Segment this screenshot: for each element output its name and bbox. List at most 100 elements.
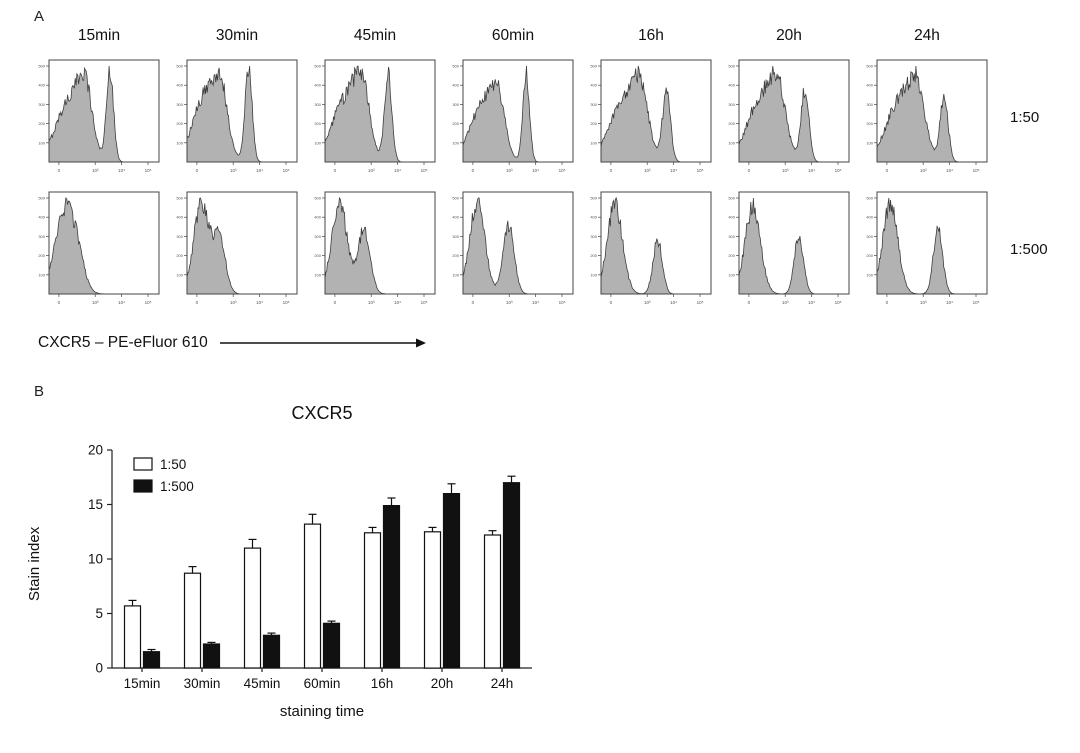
- panel-b-label: B: [34, 383, 45, 400]
- y-tick-label: 15: [88, 497, 103, 512]
- y-tick-label: 200: [38, 121, 45, 126]
- column-header-60min: 60min: [491, 27, 535, 44]
- y-tick-label: 300: [866, 102, 873, 107]
- x-tick-label: 0: [472, 168, 475, 173]
- x-tick-label: 0: [196, 300, 199, 305]
- y-tick-label: 500: [590, 64, 597, 69]
- y-tick-label: 300: [314, 102, 321, 107]
- bar-chart-title: CXCR5: [291, 403, 353, 423]
- x-tick-label: 10⁵: [697, 168, 704, 173]
- plot-frame: [324, 59, 436, 163]
- y-tick-label: 100: [314, 272, 321, 277]
- y-tick-label: 200: [590, 121, 597, 126]
- plot-frame: [48, 59, 160, 163]
- column-header-30min: 30min: [215, 27, 259, 44]
- y-tick-label: 20: [88, 443, 103, 458]
- y-tick-label: 500: [452, 64, 459, 69]
- plot-frame: [462, 191, 574, 295]
- histogram-45min-1to50: 100 200 300 400 500 0 10³ 10⁴ 10⁵: [310, 56, 448, 178]
- y-tick-label: 100: [728, 140, 735, 145]
- y-tick-label: 100: [38, 272, 45, 277]
- plot-frame: [600, 59, 712, 163]
- y-tick-label: 100: [590, 140, 597, 145]
- x-tick-label: 10³: [92, 168, 99, 173]
- bar-chart: 0 5 10 15 20 15min 30min 45min 60min 16h 20h 24h 1:5…: [50, 432, 550, 732]
- y-tick-label: 100: [728, 272, 735, 277]
- x-tick-label: 10⁴: [808, 168, 815, 173]
- x-tick-label: 0: [334, 168, 337, 173]
- y-tick-label: 10: [88, 552, 103, 567]
- bar-chart-x-axis-label: staining time: [280, 703, 364, 720]
- y-tick-label: 500: [866, 196, 873, 201]
- histogram-x-axis-label: CXCR5 – PE-eFluor 610: [38, 334, 208, 351]
- x-tick-label: 10⁵: [973, 300, 980, 305]
- column-header-24h: 24h: [914, 27, 940, 44]
- y-tick-label: 400: [728, 215, 735, 220]
- flow-histogram-plot: 100 200 300 400 500 0 10³ 10⁴ 10⁵: [728, 59, 850, 173]
- x-tick-label: 10⁵: [835, 168, 842, 173]
- y-tick-label: 100: [314, 140, 321, 145]
- category-label: 45min: [244, 676, 281, 691]
- legend-label: 1:500: [160, 479, 194, 494]
- legend-label: 1:50: [160, 457, 186, 472]
- x-tick-label: 10⁴: [118, 300, 125, 305]
- y-tick-label: 300: [176, 102, 183, 107]
- category-label: 60min: [304, 676, 341, 691]
- x-tick-label: 0: [886, 300, 889, 305]
- histogram-15min-1to50: 100 200 300 400 500 0 10³ 10⁴ 10⁵: [34, 56, 172, 178]
- x-tick-label: 0: [58, 300, 61, 305]
- x-tick-label: 10⁵: [559, 168, 566, 173]
- x-tick-label: 10⁴: [256, 168, 263, 173]
- y-tick-label: 5: [95, 606, 103, 621]
- x-tick-label: 10³: [782, 168, 789, 173]
- y-tick-label: 500: [314, 64, 321, 69]
- y-tick-label: 100: [590, 272, 597, 277]
- legend-swatch-1to50: [133, 457, 153, 471]
- y-tick-label: 200: [728, 121, 735, 126]
- x-tick-label: 10³: [368, 300, 375, 305]
- histogram-15min-1to500: 100 200 300 400 500 0 10³ 10⁴ 10⁵: [34, 188, 172, 310]
- plot-frame: [462, 59, 574, 163]
- y-tick-label: 500: [176, 64, 183, 69]
- x-axis-arrow-icon: [219, 338, 426, 348]
- x-tick-label: 10³: [230, 300, 237, 305]
- flow-histogram-plot: 100 200 300 400 500 0 10³ 10⁴ 10⁵: [590, 59, 712, 173]
- histogram-20h-1to500: 100 200 300 400 500 0 10³ 10⁴ 10⁵: [724, 188, 862, 310]
- x-tick-label: 0: [886, 168, 889, 173]
- category-label: 30min: [184, 676, 221, 691]
- histogram-curve: [462, 65, 573, 163]
- y-tick-label: 200: [176, 121, 183, 126]
- x-tick-label: 10³: [782, 300, 789, 305]
- y-tick-label: 100: [866, 272, 873, 277]
- x-tick-label: 0: [610, 300, 613, 305]
- y-tick-label: 0: [95, 661, 103, 676]
- flow-histogram-plot: 100 200 300 400 500 0 10³ 10⁴ 10⁵: [452, 191, 574, 305]
- x-tick-label: 0: [334, 300, 337, 305]
- y-tick-label: 300: [452, 102, 459, 107]
- y-tick-label: 300: [590, 234, 597, 239]
- category-label: 20h: [431, 676, 454, 691]
- x-tick-label: 10⁴: [670, 300, 677, 305]
- bar-1to50-60min: [303, 523, 322, 669]
- histogram-curve: [48, 197, 159, 295]
- x-tick-label: 0: [610, 168, 613, 173]
- histogram-60min-1to50: 100 200 300 400 500 0 10³ 10⁴ 10⁵: [448, 56, 586, 178]
- histogram-x-axis: CXCR5 – PE-eFluor 610: [38, 334, 430, 352]
- histogram-curve: [324, 196, 435, 295]
- plot-frame: [186, 59, 298, 163]
- flow-histogram-plot: 100 200 300 400 500 0 10³ 10⁴ 10⁵: [38, 59, 160, 173]
- y-tick-label: 300: [38, 102, 45, 107]
- plot-frame: [186, 191, 298, 295]
- y-tick-label: 100: [866, 140, 873, 145]
- histogram-curve: [600, 65, 711, 163]
- legend-swatch-1to500: [133, 479, 153, 493]
- x-tick-label: 0: [58, 168, 61, 173]
- histogram-curve: [876, 65, 987, 163]
- histogram-curve: [738, 65, 849, 163]
- y-tick-label: 400: [728, 83, 735, 88]
- y-tick-label: 200: [38, 253, 45, 258]
- dilution-label-1to500: 1:500: [1010, 240, 1048, 258]
- bar-1to50-45min: [243, 547, 262, 669]
- histogram-grid: 15min 30min 45min 60min 16h 20h 24h 100 200 300 40…: [34, 26, 1064, 310]
